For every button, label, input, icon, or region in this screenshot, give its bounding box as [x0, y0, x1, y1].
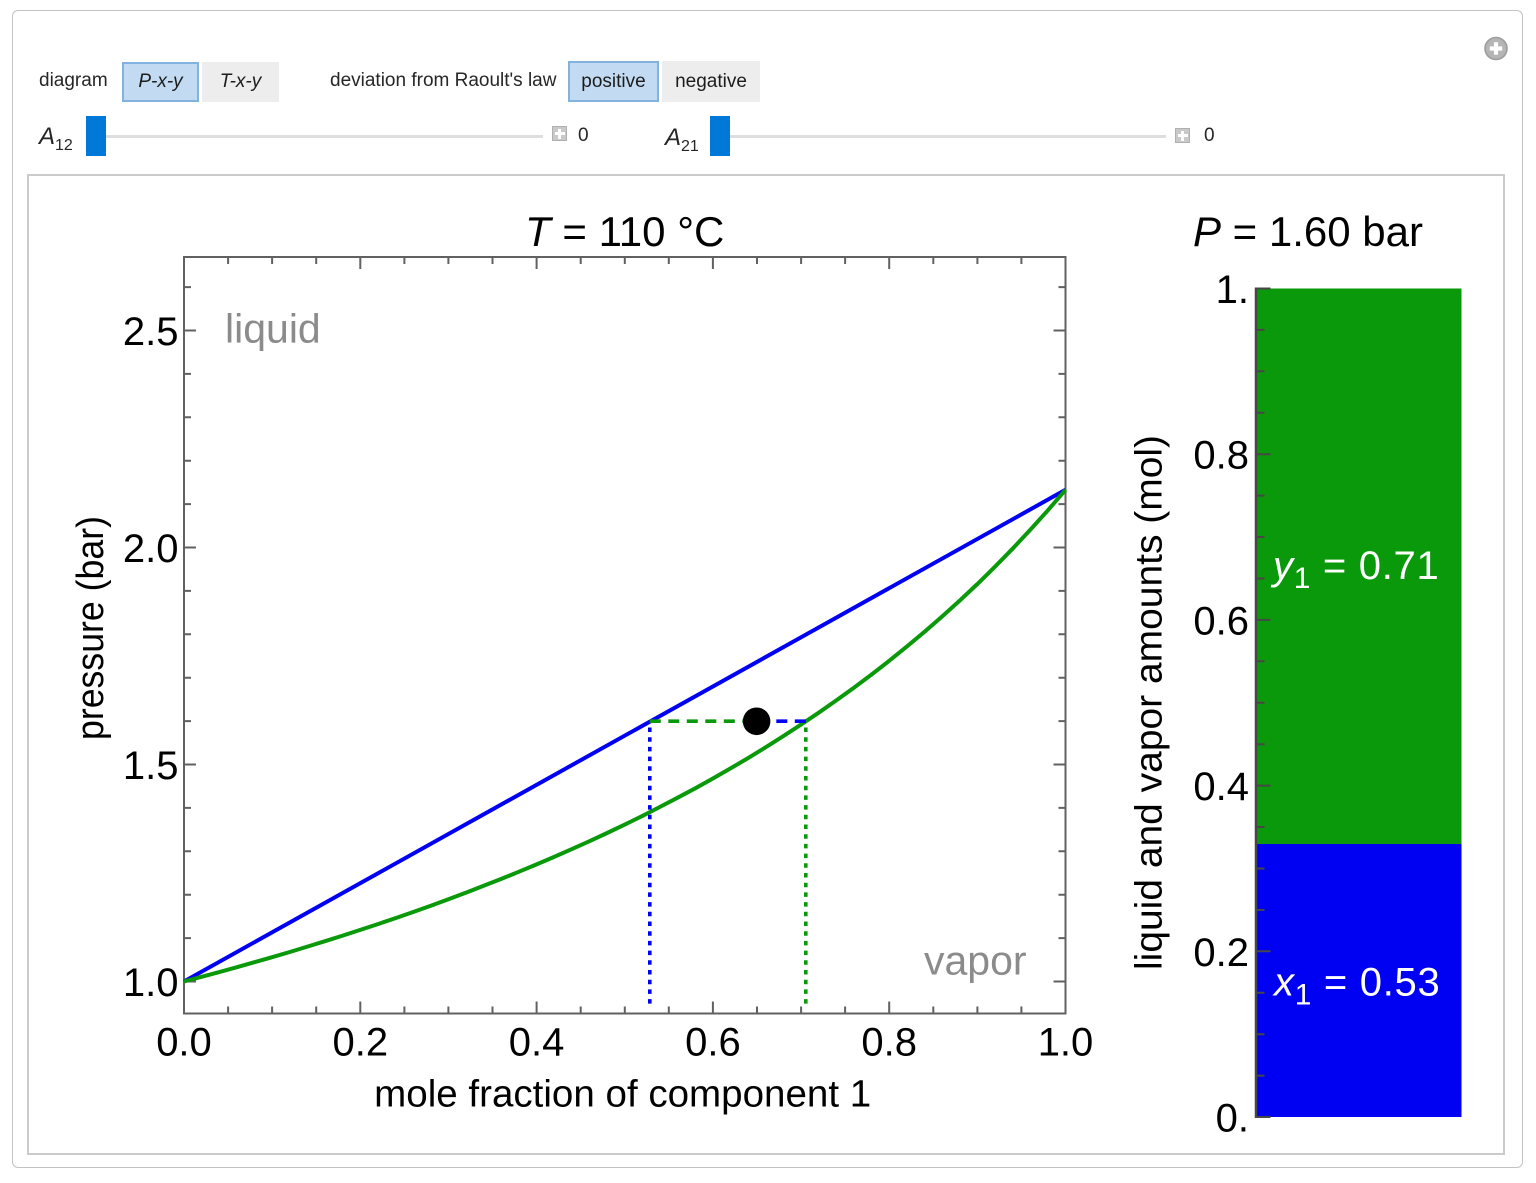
svg-text:y1 = 0.71: y1 = 0.71: [1270, 544, 1439, 595]
svg-text:liquid and vapor amounts (mol): liquid and vapor amounts (mol): [1129, 435, 1171, 970]
svg-text:0.4: 0.4: [1193, 765, 1249, 809]
svg-text:0.8: 0.8: [1193, 434, 1249, 478]
svg-text:1.0: 1.0: [123, 961, 179, 1005]
svg-text:1.: 1.: [1216, 268, 1249, 312]
svg-text:0.2: 0.2: [1193, 931, 1249, 975]
svg-text:P = 1.60 bar: P = 1.60 bar: [1193, 208, 1423, 255]
svg-text:x1 = 0.53: x1 = 0.53: [1272, 961, 1440, 1012]
svg-text:2.0: 2.0: [123, 527, 179, 571]
svg-text:1.0: 1.0: [1038, 1021, 1094, 1065]
svg-text:pressure (bar): pressure (bar): [70, 516, 112, 740]
svg-text:1.5: 1.5: [123, 744, 179, 788]
svg-text:T = 110 °C: T = 110 °C: [525, 208, 724, 255]
svg-text:0.4: 0.4: [509, 1021, 565, 1065]
svg-text:2.5: 2.5: [123, 310, 179, 354]
svg-text:0.0: 0.0: [156, 1021, 212, 1065]
svg-text:liquid: liquid: [225, 306, 321, 352]
svg-text:vapor: vapor: [924, 938, 1027, 984]
svg-text:0.6: 0.6: [1193, 599, 1249, 643]
svg-text:0.2: 0.2: [332, 1021, 388, 1065]
svg-text:mole fraction of component 1: mole fraction of component 1: [374, 1074, 871, 1116]
svg-text:0.6: 0.6: [685, 1021, 741, 1065]
svg-text:0.: 0.: [1216, 1097, 1249, 1141]
svg-text:0.8: 0.8: [861, 1021, 917, 1065]
